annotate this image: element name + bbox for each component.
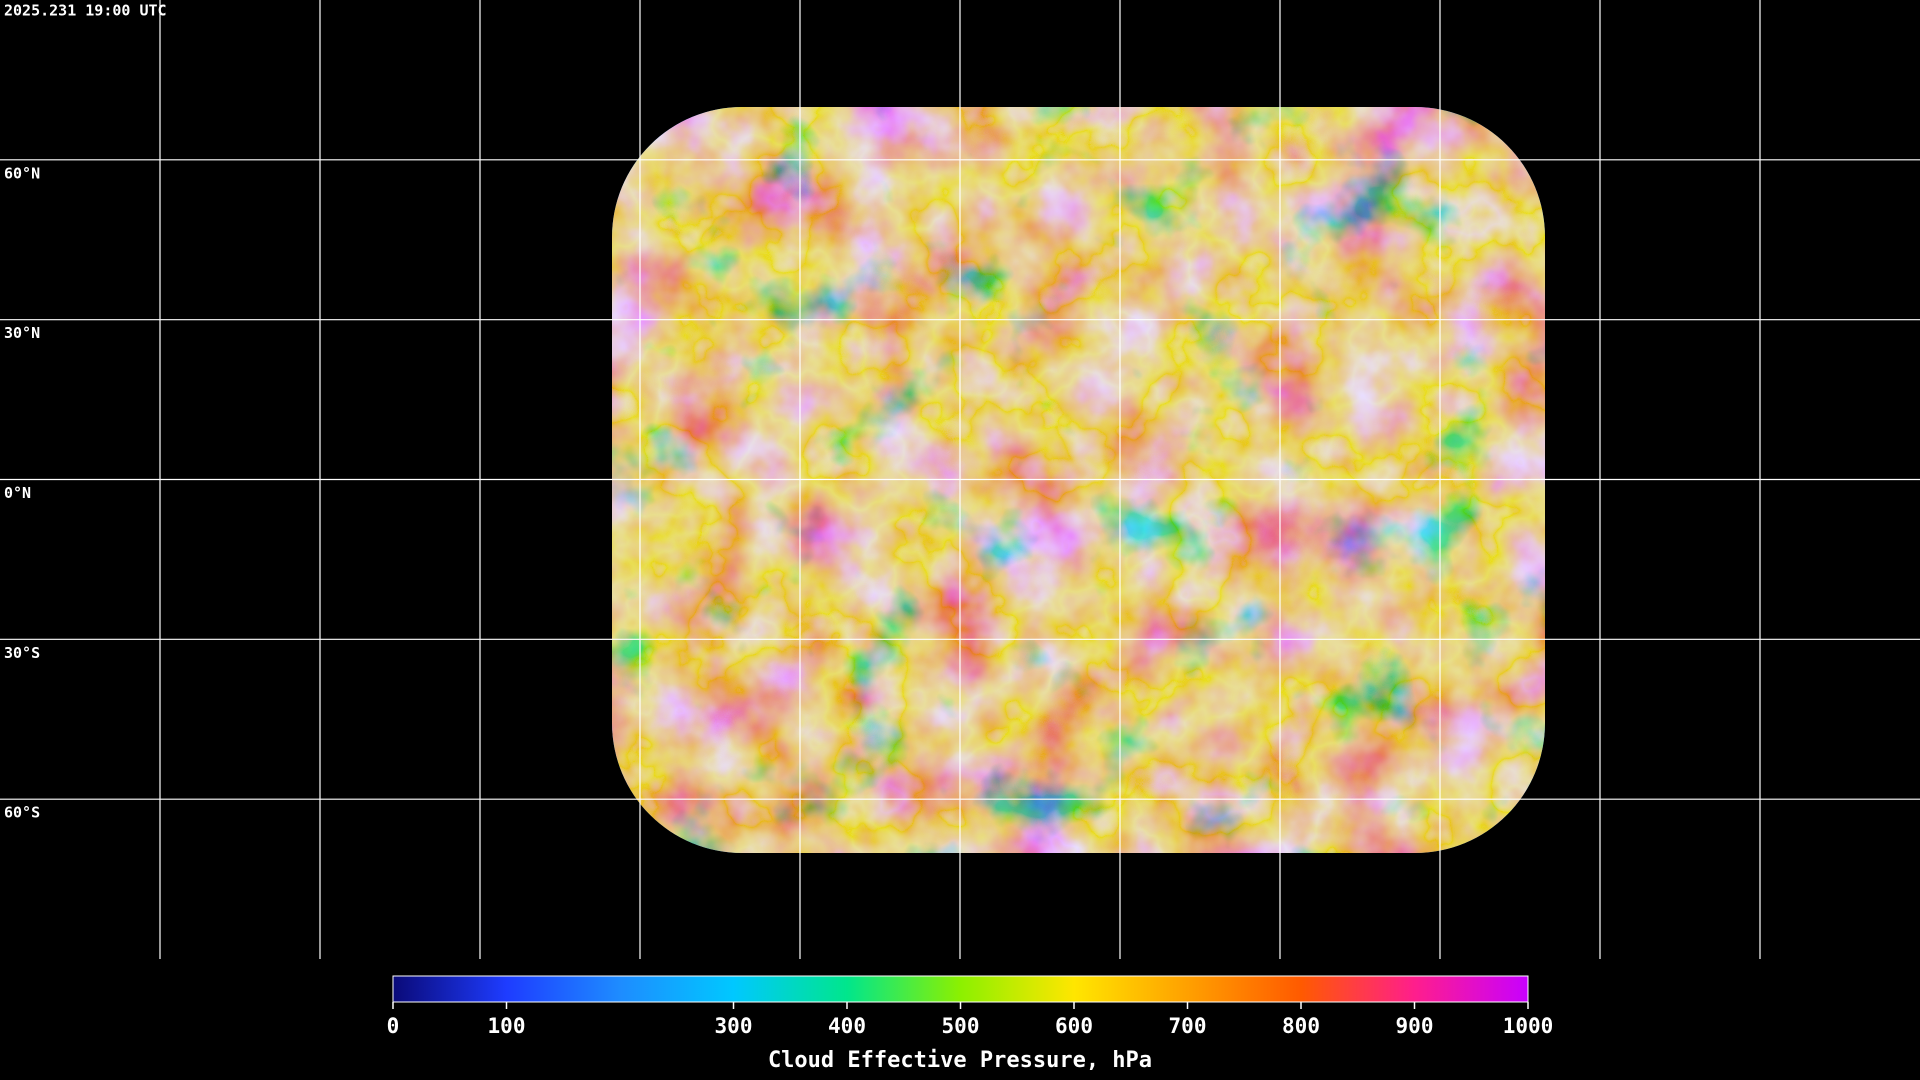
colorbar-tick-label: 700 bbox=[1169, 1014, 1207, 1038]
colorbar-tick-label: 400 bbox=[828, 1014, 866, 1038]
colorbar-title: Cloud Effective Pressure, hPa bbox=[768, 1048, 1152, 1073]
colorbar-tick-label: 600 bbox=[1055, 1014, 1093, 1038]
colorbar-tick-label: 0 bbox=[387, 1014, 400, 1038]
colorbar-tick-label: 100 bbox=[488, 1014, 526, 1038]
colorbar-tick-label: 800 bbox=[1282, 1014, 1320, 1038]
lat-label: 60°N bbox=[4, 164, 40, 182]
graticule bbox=[0, 0, 1920, 959]
colorbar-tick-label: 300 bbox=[715, 1014, 753, 1038]
lat-label: 60°S bbox=[4, 804, 40, 822]
lat-label: 0°N bbox=[4, 484, 31, 502]
lat-label: 30°S bbox=[4, 644, 40, 662]
colorbar-tick-label: 500 bbox=[942, 1014, 980, 1038]
lat-label: 30°N bbox=[4, 324, 40, 342]
colorbar-tick-label: 1000 bbox=[1503, 1014, 1554, 1038]
colorbar bbox=[392, 975, 1529, 1003]
timestamp: 2025.231 19:00 UTC bbox=[4, 2, 167, 20]
colorbar-tick-label: 900 bbox=[1396, 1014, 1434, 1038]
